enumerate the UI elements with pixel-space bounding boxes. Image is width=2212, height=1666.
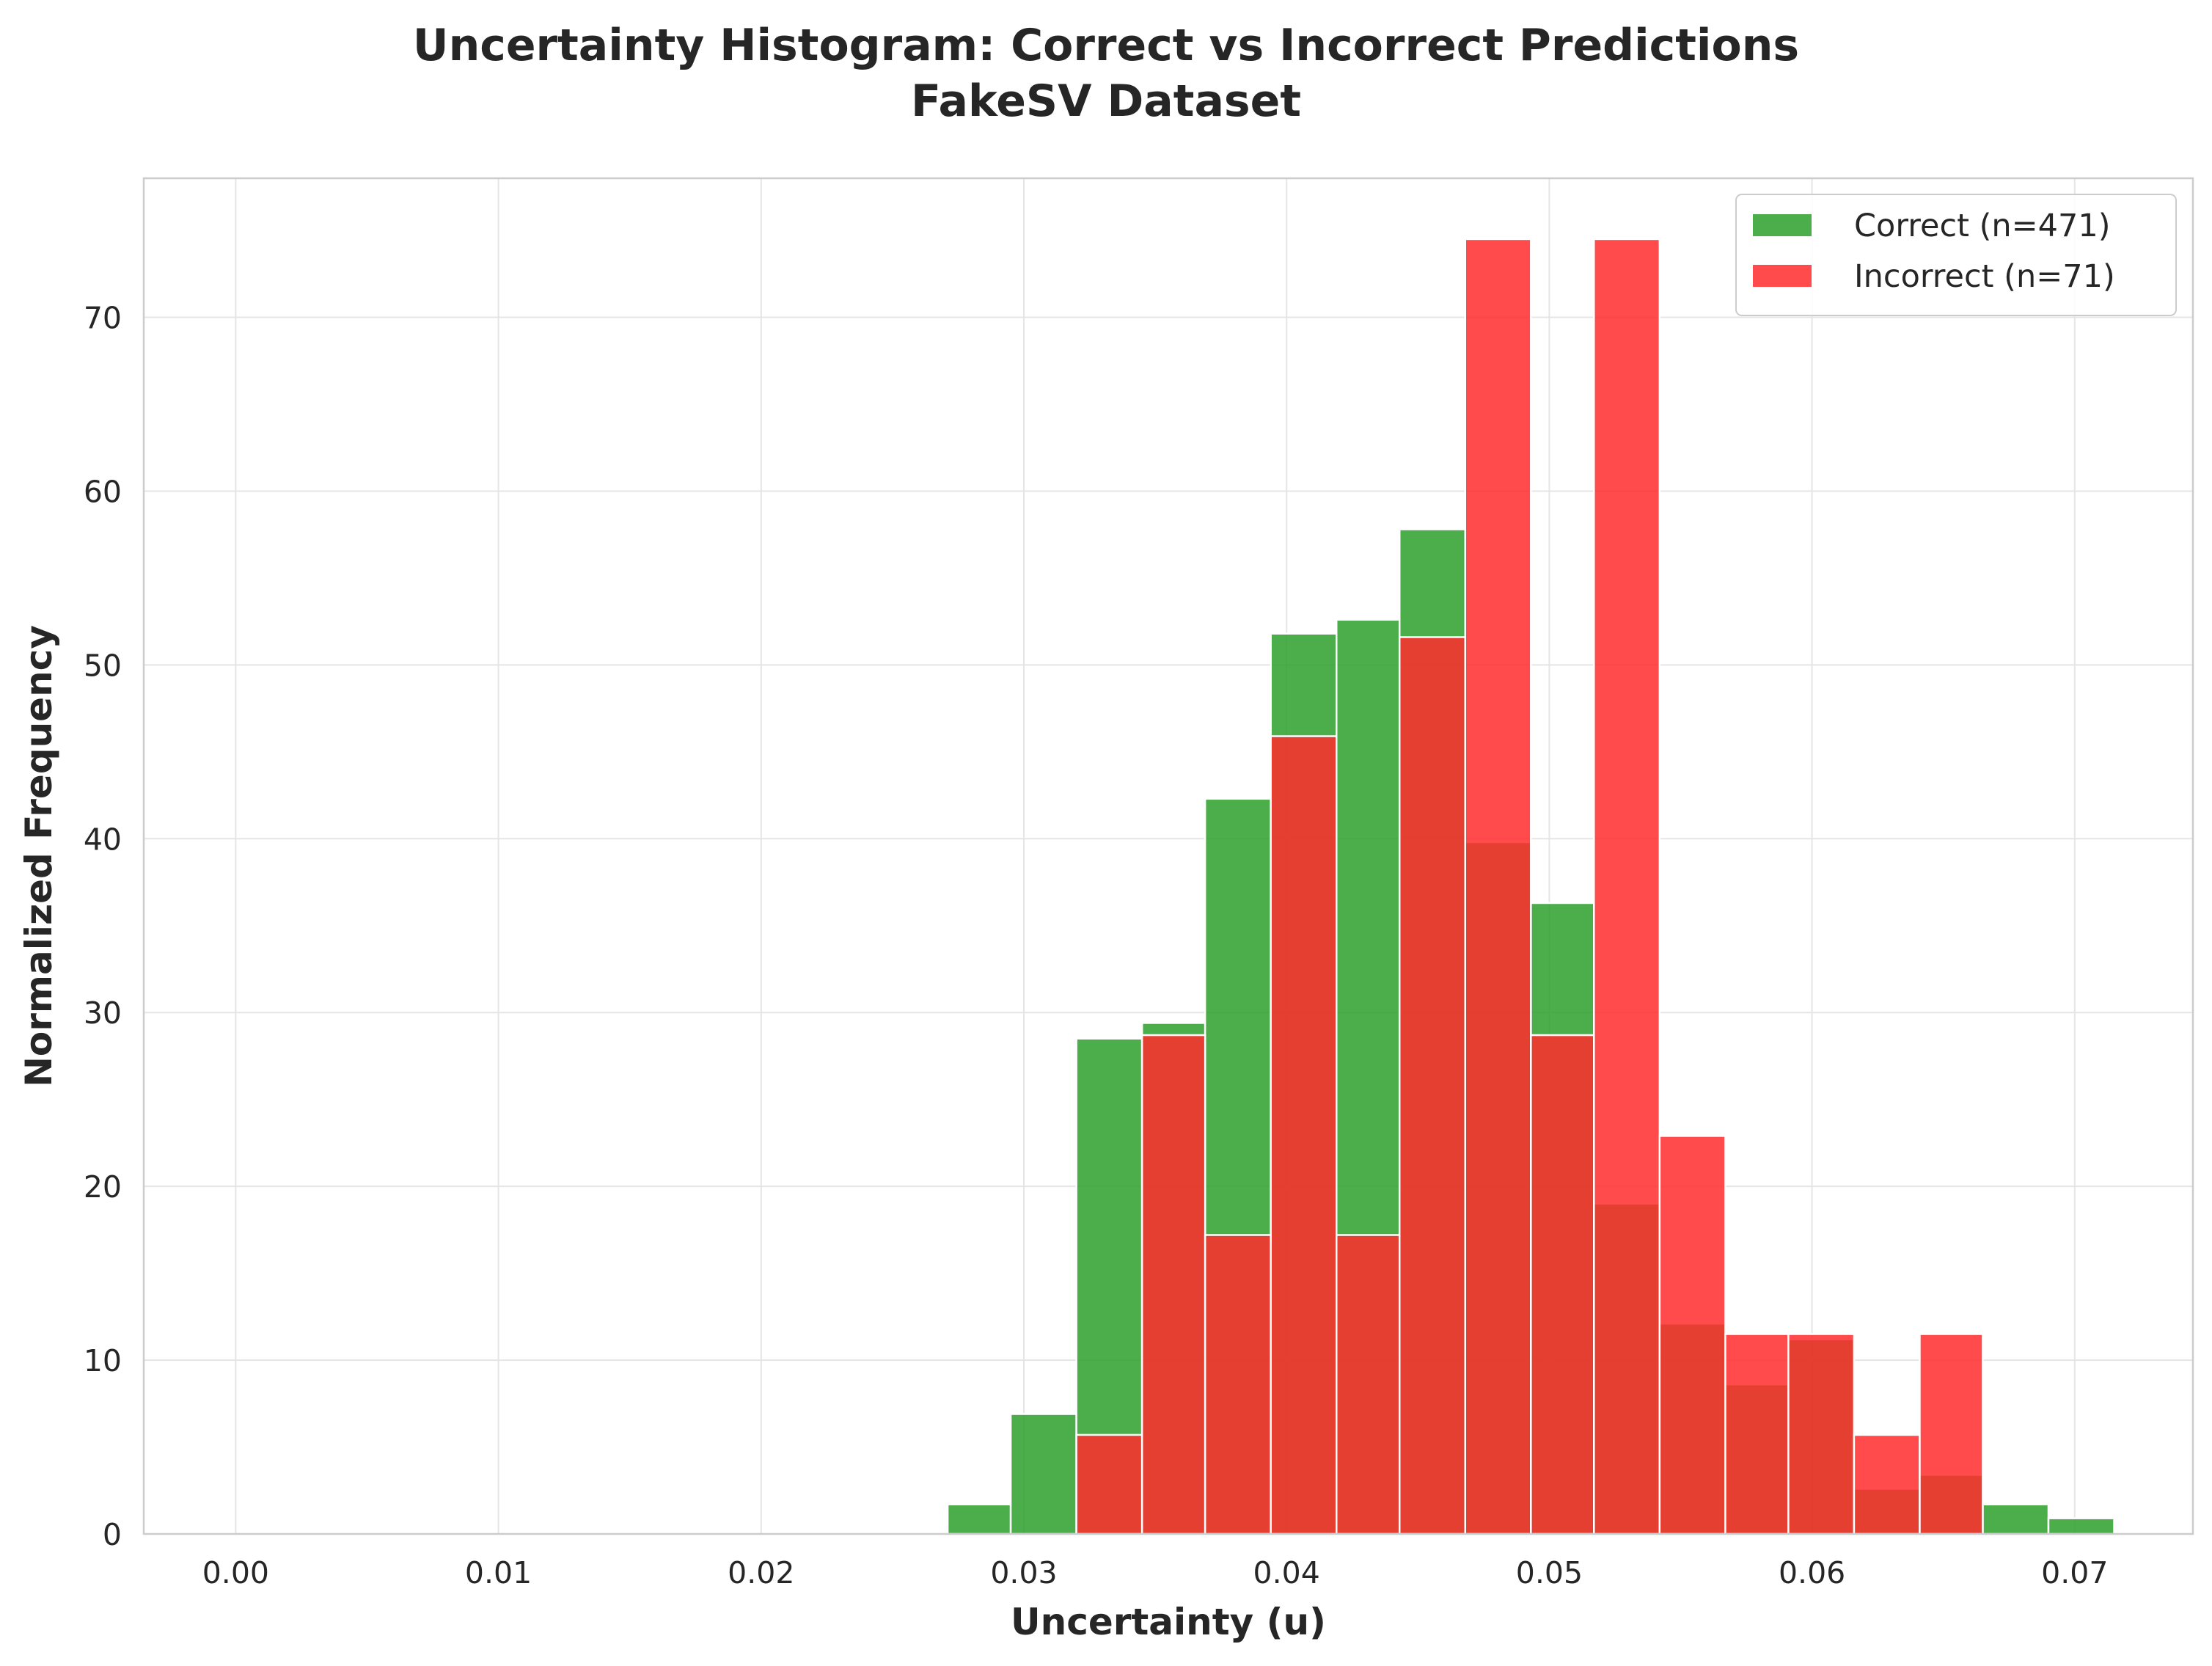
x-tick-label: 0.06: [1779, 1555, 1845, 1590]
y-tick-label: 60: [84, 474, 122, 509]
x-tick-label: 0.07: [2041, 1555, 2108, 1590]
x-tick-label: 0.02: [728, 1555, 794, 1590]
legend-swatch-incorrect: [1753, 265, 1812, 287]
legend-swatch-correct: [1753, 214, 1812, 236]
bar-incorrect: [1658, 1135, 1726, 1535]
x-tick-label: 0.01: [465, 1555, 532, 1590]
bar-incorrect: [1140, 1034, 1206, 1535]
bar-incorrect: [1398, 636, 1467, 1535]
bar-incorrect: [1724, 1333, 1790, 1535]
x-tick-label: 0.05: [1516, 1555, 1583, 1590]
legend-box: [1735, 194, 2177, 316]
y-tick-label: 50: [84, 648, 122, 683]
bar-incorrect: [1204, 1234, 1272, 1535]
legend-label-correct: Correct (n=471): [1854, 208, 2111, 244]
y-tick-label: 40: [84, 822, 122, 857]
y-tick-label: 0: [103, 1517, 122, 1552]
bar-incorrect: [1919, 1333, 1984, 1535]
bar-incorrect: [1270, 735, 1338, 1535]
bar-correct: [2047, 1517, 2115, 1535]
bar-correct: [946, 1503, 1012, 1535]
bar-incorrect: [1787, 1333, 1856, 1535]
y-tick-label: 70: [84, 301, 122, 336]
x-tick-label: 0.00: [202, 1555, 269, 1590]
y-axis-label: Normalized Frequency: [18, 625, 60, 1087]
bar-incorrect: [1530, 1034, 1595, 1535]
x-axis-label: Uncertainty (u): [1011, 1601, 1326, 1643]
bar-incorrect: [1336, 1234, 1401, 1535]
legend-label-incorrect: Incorrect (n=71): [1854, 258, 2115, 295]
chart-title-line-1: Uncertainty Histogram: Correct vs Incorr…: [413, 20, 1799, 71]
bar-correct: [1982, 1503, 2050, 1535]
x-tick-label: 0.04: [1253, 1555, 1320, 1590]
bar-incorrect: [1593, 238, 1661, 1535]
bar-incorrect: [1075, 1433, 1143, 1535]
y-tick-label: 20: [84, 1169, 122, 1205]
chart-title-line-2: FakeSV Dataset: [911, 76, 1301, 127]
y-tick-label: 30: [84, 995, 122, 1031]
bar-incorrect: [1853, 1433, 1921, 1535]
x-axis-ticks: 0.00 0.01 0.02 0.03 0.04 0.05 0.06 0.07: [202, 1555, 2109, 1590]
x-tick-label: 0.03: [990, 1555, 1057, 1590]
histogram-bars: [946, 238, 2115, 1535]
y-tick-label: 10: [84, 1343, 122, 1378]
legend: Correct (n=471) Incorrect (n=71): [1735, 194, 2177, 316]
y-axis-ticks: 0 10 20 30 40 50 60 70: [84, 301, 122, 1552]
bar-incorrect: [1464, 238, 1532, 1535]
bar-correct: [1009, 1413, 1077, 1535]
plot-area-frame: [142, 177, 2194, 1535]
